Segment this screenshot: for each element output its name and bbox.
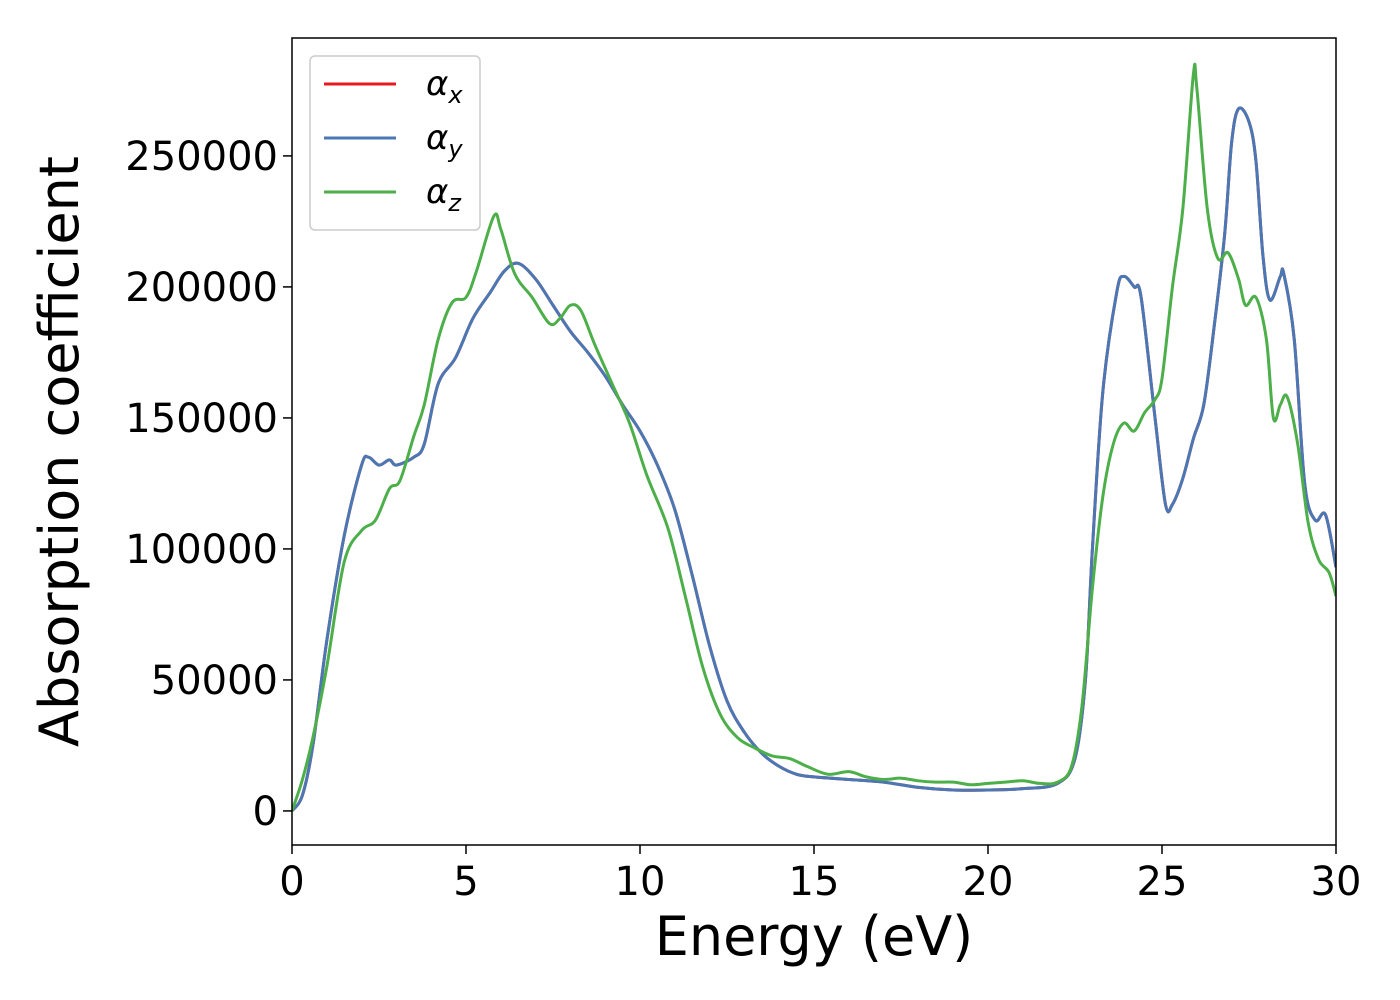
x-tick-label: 30 — [1311, 859, 1362, 905]
x-tick-label: 10 — [615, 859, 666, 905]
x-axis: 0 5 10 15 20 25 30 — [279, 845, 1361, 905]
y-tick-label: 50000 — [151, 658, 278, 704]
y-tick-label: 0 — [253, 789, 278, 835]
legend-box — [309, 55, 481, 231]
y-tick-label: 200000 — [125, 265, 278, 311]
legend-label-y: αy — [426, 118, 463, 163]
series-layer — [292, 62, 1336, 812]
y-axis: 0 50000 100000 150000 200000 250000 — [125, 134, 292, 835]
x-tick-label: 0 — [279, 859, 304, 905]
x-axis-title: Energy (eV) — [655, 905, 974, 968]
y-tick-label: 150000 — [125, 396, 278, 442]
x-tick-label: 5 — [453, 859, 478, 905]
x-tick-label: 25 — [1137, 859, 1188, 905]
series-line-y — [292, 106, 1336, 812]
legend-label-z: αz — [426, 172, 462, 217]
y-tick-label: 250000 — [125, 134, 278, 180]
y-axis-title: Absorption coefficient — [28, 156, 91, 747]
x-tick-label: 15 — [789, 859, 840, 905]
series-line-z — [292, 62, 1336, 812]
legend-label-x: αx — [426, 64, 463, 109]
y-tick-label: 100000 — [125, 527, 278, 573]
legend: αx αy αz — [309, 55, 481, 231]
x-tick-label: 20 — [963, 859, 1014, 905]
